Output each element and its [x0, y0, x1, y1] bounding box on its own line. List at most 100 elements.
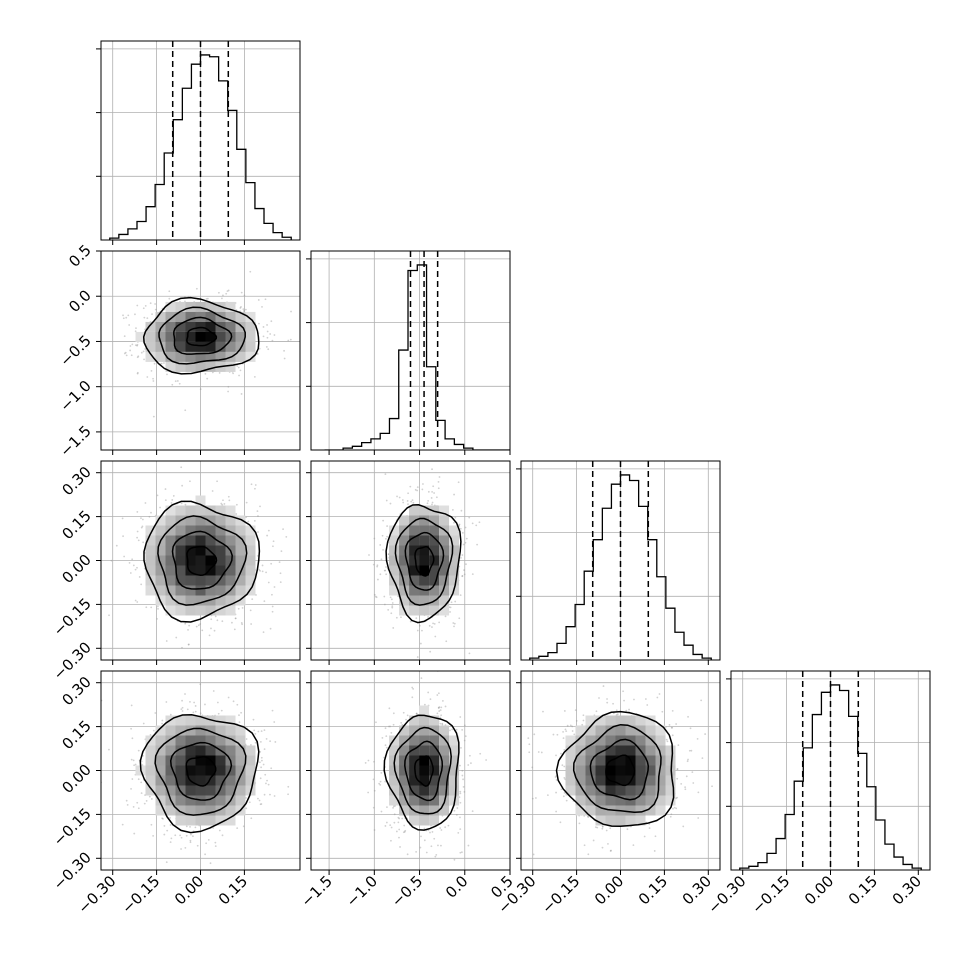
scatter-point	[270, 320, 273, 323]
scatter-point	[401, 451, 403, 453]
density-cell	[155, 575, 166, 586]
scatter-point	[152, 380, 155, 382]
scatter-point	[400, 722, 403, 724]
density-cell	[165, 361, 176, 372]
density-cell	[205, 605, 216, 616]
scatter-point	[240, 711, 243, 714]
scatter-point	[418, 624, 421, 627]
density-cell	[215, 715, 226, 726]
density-cell	[205, 525, 216, 536]
scatter-point	[245, 516, 247, 519]
scatter-point	[238, 721, 241, 724]
scatter-point	[383, 756, 385, 759]
scatter-point	[205, 298, 208, 300]
scatter-point	[461, 851, 463, 854]
scatter-point	[397, 595, 400, 598]
density-cell	[145, 351, 156, 362]
density-cell	[225, 775, 236, 786]
scatter-point	[416, 486, 419, 489]
density-cell	[429, 535, 440, 546]
scatter-point	[242, 310, 245, 312]
scatter-point	[238, 374, 240, 377]
density-cell	[205, 321, 216, 332]
density-cell	[195, 715, 206, 726]
scatter-point	[265, 346, 268, 348]
scatter-point	[265, 782, 267, 785]
density-cell	[215, 341, 226, 352]
scatter-point	[467, 764, 470, 766]
density-cell	[205, 341, 216, 352]
scatter-point	[146, 317, 149, 320]
scatter-point	[136, 304, 139, 307]
scatter-point	[397, 821, 400, 824]
density-cell	[215, 565, 226, 576]
scatter-point	[161, 722, 163, 725]
scatter-point	[137, 778, 140, 781]
scatter-point	[429, 698, 432, 701]
density-cell	[165, 575, 176, 586]
scatter-point	[459, 828, 462, 831]
scatter-point	[189, 700, 191, 703]
scatter-point	[392, 806, 394, 809]
scatter-point	[441, 723, 444, 726]
scatter-point	[439, 716, 442, 719]
scatter-point	[453, 809, 456, 812]
density-cell	[235, 515, 246, 526]
scatter-point	[385, 499, 388, 502]
scatter-point	[447, 824, 450, 827]
density-cell	[175, 301, 186, 312]
scatter-point	[123, 555, 126, 558]
density-cell	[389, 775, 400, 786]
scatter-point	[263, 729, 266, 732]
scatter-point	[287, 339, 290, 342]
scatter-point	[412, 501, 415, 504]
scatter-point	[415, 712, 418, 715]
scatter-point	[412, 687, 415, 690]
scatter-point	[240, 306, 242, 308]
density-cell	[185, 765, 196, 776]
density-cell	[225, 331, 236, 342]
scatter-point	[136, 371, 139, 374]
density-cell	[225, 311, 236, 322]
scatter-point	[261, 570, 264, 573]
scatter-point	[457, 481, 460, 484]
scatter-point	[384, 780, 387, 783]
density-cell	[145, 745, 156, 756]
scatter-point	[460, 747, 462, 749]
scatter-point	[407, 492, 410, 495]
scatter-point	[132, 805, 135, 808]
density-cell	[175, 555, 186, 566]
scatter-point	[415, 617, 418, 620]
scatter-point	[376, 564, 379, 567]
scatter-point	[390, 731, 393, 734]
density-cell	[175, 745, 186, 756]
scatter-point	[392, 712, 395, 715]
scatter-point	[134, 568, 137, 571]
scatter-point	[181, 706, 184, 709]
density-cell	[205, 351, 216, 362]
scatter-point	[207, 838, 210, 841]
scatter-point	[269, 793, 271, 796]
scatter-point	[379, 783, 382, 786]
density-cell	[185, 595, 196, 606]
scatter-point	[184, 622, 187, 625]
density-cell	[155, 805, 166, 816]
scatter-point	[232, 372, 235, 375]
density-cell	[175, 725, 186, 736]
scatter-point	[164, 488, 167, 490]
scatter-point	[221, 620, 224, 623]
density-cell	[175, 815, 186, 826]
density-cell	[235, 311, 246, 322]
scatter-point	[453, 493, 455, 496]
scatter-point	[273, 334, 276, 336]
scatter-point	[144, 502, 147, 504]
scatter-point	[423, 839, 426, 842]
scatter-point	[152, 415, 155, 418]
scatter-point	[265, 571, 267, 574]
scatter-point	[170, 502, 173, 504]
scatter-point	[440, 844, 442, 847]
scatter-point	[381, 736, 384, 739]
density-cell	[175, 331, 186, 342]
scatter-point	[186, 708, 189, 711]
